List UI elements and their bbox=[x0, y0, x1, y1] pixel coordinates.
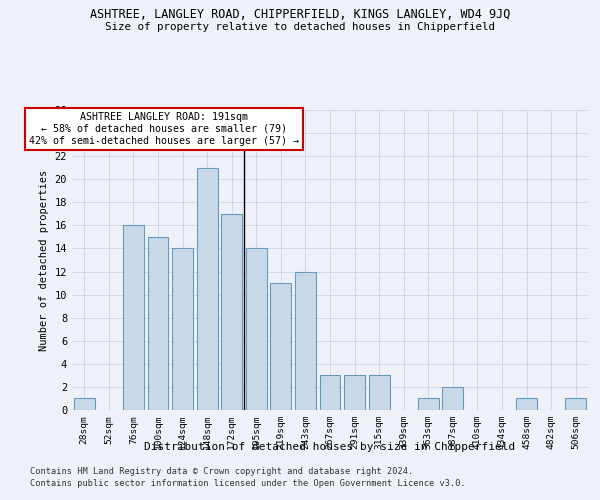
Bar bbox=[74, 398, 95, 410]
Bar bbox=[172, 248, 193, 410]
Bar bbox=[442, 387, 463, 410]
Bar bbox=[565, 398, 586, 410]
Bar bbox=[418, 398, 439, 410]
Y-axis label: Number of detached properties: Number of detached properties bbox=[39, 170, 49, 350]
Bar bbox=[197, 168, 218, 410]
Bar bbox=[246, 248, 267, 410]
Text: ASHTREE LANGLEY ROAD: 191sqm
← 58% of detached houses are smaller (79)
42% of se: ASHTREE LANGLEY ROAD: 191sqm ← 58% of de… bbox=[29, 112, 299, 146]
Bar bbox=[221, 214, 242, 410]
Text: Contains public sector information licensed under the Open Government Licence v3: Contains public sector information licen… bbox=[30, 479, 466, 488]
Text: ASHTREE, LANGLEY ROAD, CHIPPERFIELD, KINGS LANGLEY, WD4 9JQ: ASHTREE, LANGLEY ROAD, CHIPPERFIELD, KIN… bbox=[90, 8, 510, 20]
Bar bbox=[368, 376, 389, 410]
Bar bbox=[320, 376, 340, 410]
Bar bbox=[295, 272, 316, 410]
Bar bbox=[123, 226, 144, 410]
Bar bbox=[271, 283, 292, 410]
Bar bbox=[148, 237, 169, 410]
Text: Distribution of detached houses by size in Chipperfield: Distribution of detached houses by size … bbox=[145, 442, 515, 452]
Text: Contains HM Land Registry data © Crown copyright and database right 2024.: Contains HM Land Registry data © Crown c… bbox=[30, 468, 413, 476]
Bar bbox=[516, 398, 537, 410]
Text: Size of property relative to detached houses in Chipperfield: Size of property relative to detached ho… bbox=[105, 22, 495, 32]
Bar bbox=[344, 376, 365, 410]
